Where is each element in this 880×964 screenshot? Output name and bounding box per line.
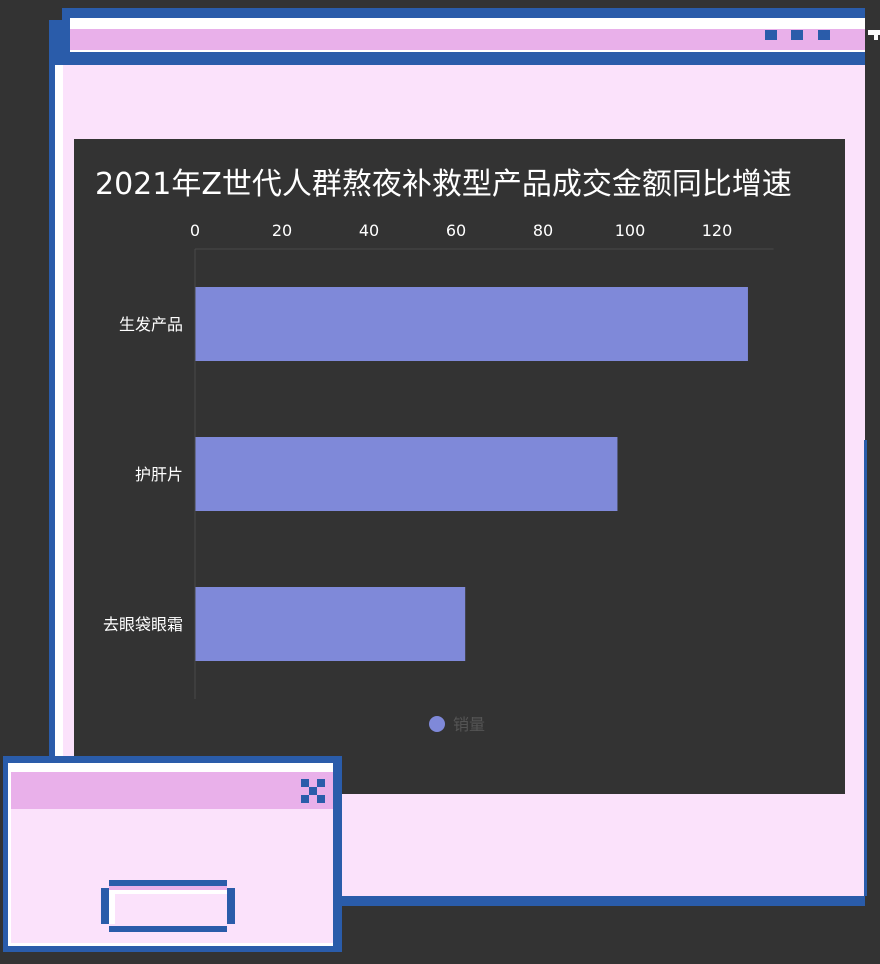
- x-tick-label: 120: [702, 221, 733, 240]
- bar: [196, 437, 618, 511]
- close-icon[interactable]: [818, 30, 830, 40]
- y-category-label: 护肝片: [135, 465, 183, 484]
- x-tick-label: 100: [615, 221, 646, 240]
- bar: [196, 587, 466, 661]
- bar: [196, 287, 748, 361]
- main-window-titlebar: [70, 29, 865, 50]
- x-tick-label: 60: [446, 221, 466, 240]
- maximize-icon[interactable]: [791, 30, 803, 40]
- legend-label: 销量: [453, 715, 485, 734]
- corner-mark-stem: [874, 35, 878, 40]
- x-tick-label: 0: [190, 221, 200, 240]
- main-window-right-edge: [864, 440, 867, 896]
- y-category-label: 生发产品: [119, 315, 183, 334]
- close-icon[interactable]: [301, 779, 325, 803]
- x-tick-label: 80: [533, 221, 553, 240]
- x-tick-label: 20: [272, 221, 292, 240]
- chart-panel: 2021年Z世代人群熬夜补救型产品成交金额同比增速 0 20 40 60 80 100 12…: [74, 139, 845, 794]
- minimize-icon[interactable]: [765, 30, 777, 40]
- legend-marker: [429, 716, 445, 732]
- small-window-titlebar: [11, 772, 333, 809]
- ok-button[interactable]: [101, 880, 235, 932]
- small-window: [3, 756, 342, 952]
- y-category-label: 去眼袋眼霜: [103, 615, 183, 634]
- x-tick-label: 40: [359, 221, 379, 240]
